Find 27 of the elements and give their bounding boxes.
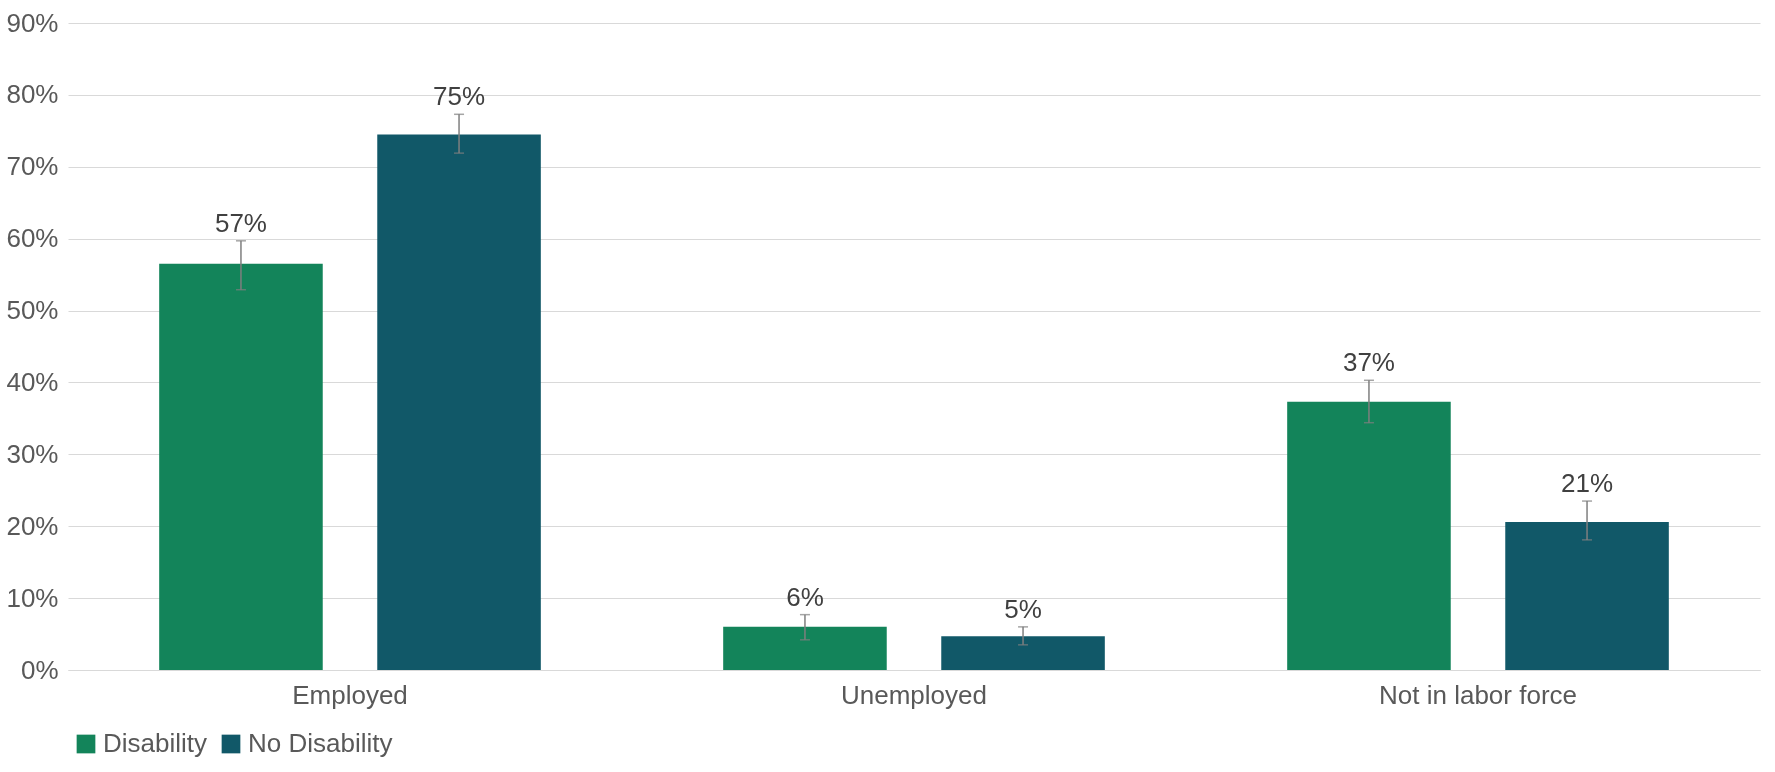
bar bbox=[1287, 401, 1451, 670]
data-label: 57% bbox=[214, 207, 267, 238]
bar bbox=[723, 626, 887, 670]
bar bbox=[1505, 521, 1669, 670]
y-tick-label: 80% bbox=[6, 79, 59, 110]
y-tick-label: 10% bbox=[6, 582, 59, 613]
data-label: 21% bbox=[1561, 468, 1614, 499]
y-tick-label: 70% bbox=[6, 151, 59, 182]
data-label: 5% bbox=[1004, 593, 1042, 624]
legend-label: Disability bbox=[103, 728, 208, 758]
y-tick-label: 90% bbox=[6, 7, 59, 38]
x-tick-label: Not in labor force bbox=[1379, 679, 1577, 710]
legend-label: No Disability bbox=[248, 728, 393, 758]
data-label: 6% bbox=[786, 581, 824, 612]
y-tick-label: 30% bbox=[6, 438, 59, 469]
x-tick-label: Employed bbox=[292, 679, 408, 710]
y-tick-label: 20% bbox=[6, 510, 59, 541]
y-tick-label: 50% bbox=[6, 295, 59, 326]
data-label: 37% bbox=[1342, 347, 1395, 378]
bar bbox=[159, 263, 323, 670]
data-label: 75% bbox=[433, 81, 486, 112]
bar bbox=[377, 134, 541, 670]
y-tick-label: 40% bbox=[6, 366, 59, 397]
bar bbox=[941, 636, 1105, 670]
y-tick-label: 0% bbox=[20, 654, 59, 685]
y-tick-label: 60% bbox=[6, 223, 59, 254]
x-tick-label: Unemployed bbox=[841, 679, 987, 710]
